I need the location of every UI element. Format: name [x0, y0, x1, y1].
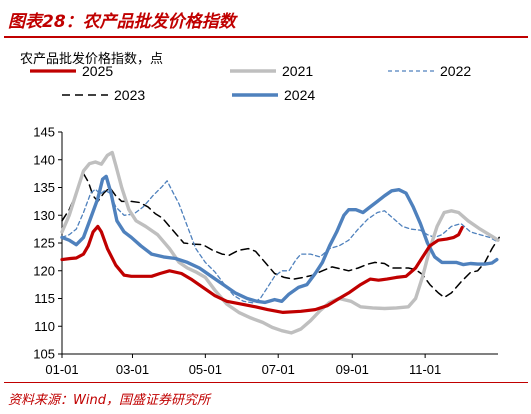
x-tick-label: 09-01	[336, 362, 369, 377]
series-line-2022	[61, 180, 498, 304]
y-tick-label: 140	[33, 152, 55, 167]
y-tick-label: 125	[33, 236, 55, 251]
footer-divider	[4, 382, 528, 383]
y-axis: 105 110 115 120 125 130 135 140 145	[33, 125, 63, 362]
y-tick-label: 105	[33, 347, 55, 362]
y-tick-label: 120	[33, 263, 55, 278]
x-axis: 01-01 03-01 05-01 07-01 09-01 11-01	[45, 353, 498, 377]
y-tick-label: 135	[33, 180, 55, 195]
x-tick-label: 11-01	[409, 362, 441, 377]
legend-label-2021: 2021	[282, 63, 313, 79]
series-layer	[60, 150, 500, 335]
legend-label-2022: 2022	[440, 63, 471, 79]
x-tick-label: 03-01	[116, 362, 149, 377]
chart-legend: 2025 2021 2022 2023 2024	[30, 63, 471, 103]
y-tick-label: 115	[34, 291, 55, 306]
header-bar: 图表28：农产品批发价格指数	[0, 0, 531, 40]
legend-label-2025: 2025	[82, 63, 113, 79]
figure-title: 图表28：农产品批发价格指数	[8, 12, 236, 32]
series-line-2021	[60, 150, 500, 335]
source-note: 资料来源：Wind，国盛证券研究所	[8, 393, 210, 408]
legend-label-2023: 2023	[114, 87, 145, 103]
series-line-2024	[60, 174, 499, 305]
series-line-2023	[61, 172, 500, 299]
x-tick-label: 05-01	[189, 362, 222, 377]
y-tick-label: 145	[33, 125, 55, 140]
y-axis-unit-label: 农产品批发价格指数，点	[20, 51, 163, 67]
x-tick-label: 07-01	[262, 362, 295, 377]
y-tick-label: 130	[33, 208, 55, 223]
header-divider	[4, 36, 528, 38]
legend-label-2024: 2024	[284, 87, 315, 103]
series-line-2025	[60, 224, 464, 314]
x-tick-label: 01-01	[45, 362, 78, 377]
y-tick-label: 110	[34, 319, 55, 334]
